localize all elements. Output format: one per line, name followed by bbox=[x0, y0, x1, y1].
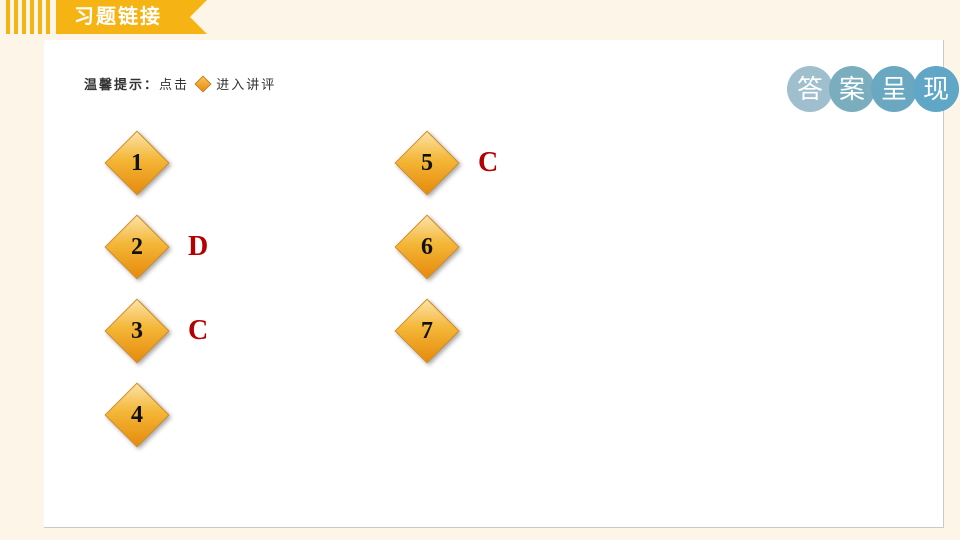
answer-badge: 案 bbox=[829, 66, 875, 112]
question-number: 5 bbox=[404, 140, 450, 186]
question-answer: C bbox=[188, 315, 208, 347]
question-number: 3 bbox=[114, 308, 160, 354]
question-number: 2 bbox=[114, 224, 160, 270]
hint-prefix: 温馨提示： bbox=[84, 77, 159, 92]
question-item-5[interactable]: 5C bbox=[404, 140, 498, 186]
question-number: 7 bbox=[404, 308, 450, 354]
diamond-icon bbox=[194, 76, 211, 93]
hint-after: 进入讲评 bbox=[216, 77, 276, 92]
question-item-7[interactable]: 7 bbox=[404, 308, 450, 354]
question-item-3[interactable]: 3C bbox=[114, 308, 208, 354]
question-diamond[interactable]: 6 bbox=[404, 224, 450, 270]
hint-before: 点击 bbox=[159, 77, 189, 92]
question-diamond[interactable]: 3 bbox=[114, 308, 160, 354]
header-title: 习题链接 bbox=[56, 0, 190, 34]
question-number: 6 bbox=[404, 224, 450, 270]
question-answer: C bbox=[478, 147, 498, 179]
answer-badge: 呈 bbox=[871, 66, 917, 112]
question-item-1[interactable]: 1 bbox=[114, 140, 160, 186]
question-diamond[interactable]: 7 bbox=[404, 308, 450, 354]
question-diamond[interactable]: 1 bbox=[114, 140, 160, 186]
question-item-6[interactable]: 6 bbox=[404, 224, 450, 270]
question-diamond[interactable]: 4 bbox=[114, 392, 160, 438]
question-item-2[interactable]: 2D bbox=[114, 224, 208, 270]
question-number: 4 bbox=[114, 392, 160, 438]
hint-text: 温馨提示：点击 进入讲评 bbox=[84, 74, 276, 93]
question-answer: D bbox=[188, 231, 208, 263]
answer-badge: 答 bbox=[787, 66, 833, 112]
question-diamond[interactable]: 2 bbox=[114, 224, 160, 270]
question-diamond[interactable]: 5 bbox=[404, 140, 450, 186]
answer-badge: 现 bbox=[913, 66, 959, 112]
question-number: 1 bbox=[114, 140, 160, 186]
question-item-4[interactable]: 4 bbox=[114, 392, 160, 438]
content-card: 温馨提示：点击 进入讲评 答案呈现 12D3C45C67 bbox=[44, 40, 944, 528]
answer-badges: 答案呈现 bbox=[791, 66, 959, 112]
header-stripes bbox=[0, 0, 56, 34]
